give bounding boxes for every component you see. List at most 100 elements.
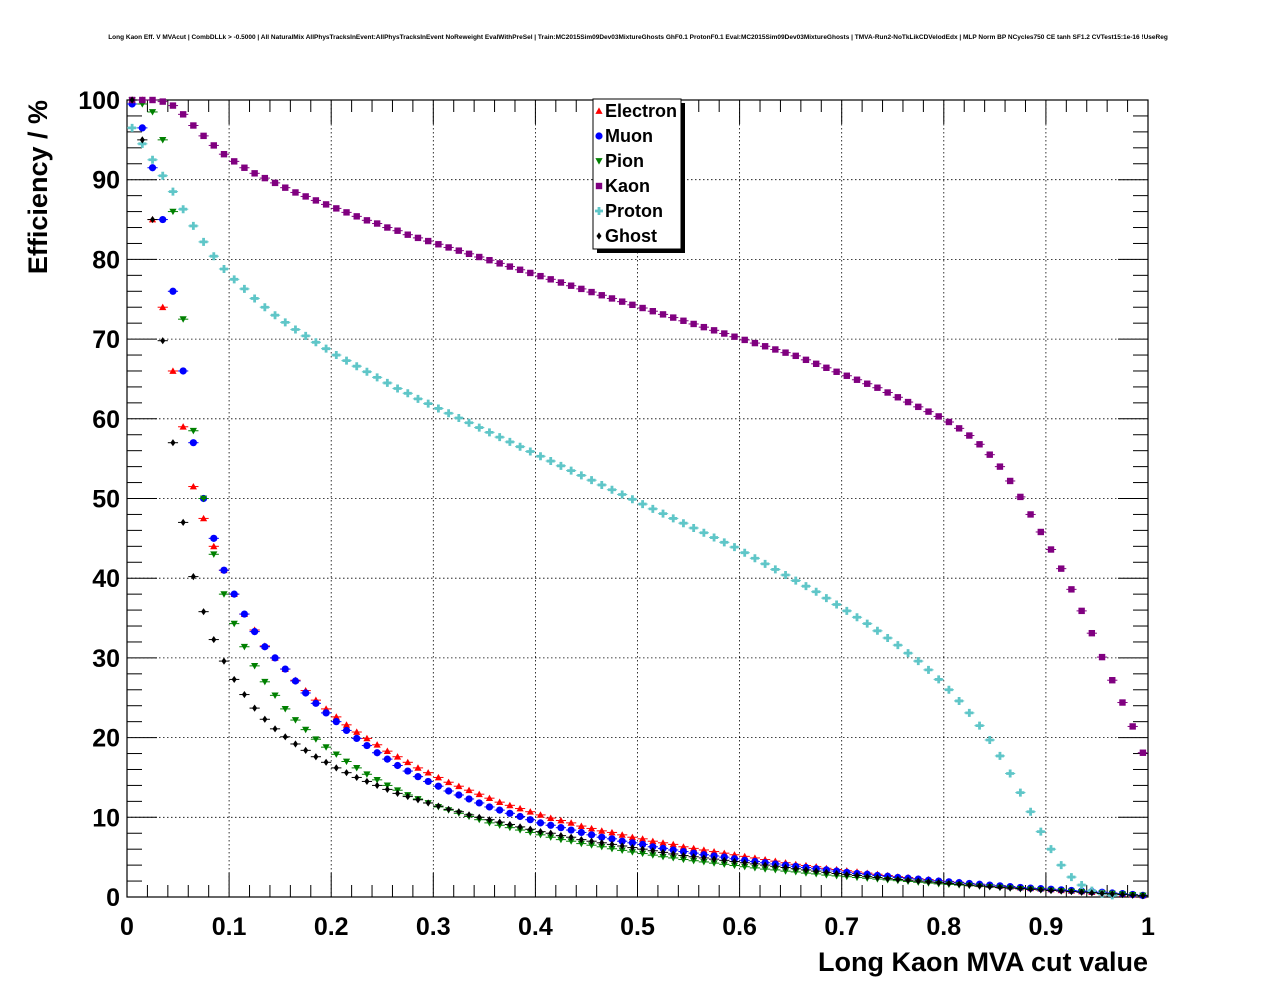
marker [783,863,789,872]
data-point-ghost [780,863,791,872]
data-point-muon [372,749,383,757]
marker [505,437,514,446]
marker [199,495,208,503]
y-axis-title: Efficiency / % [23,100,53,274]
x-tick-label: 0.7 [824,913,859,941]
marker [730,862,739,870]
data-point-electron [402,758,413,766]
marker [1088,629,1096,637]
marker [169,287,177,295]
data-point-ghost [1056,887,1067,895]
marker [618,847,626,854]
data-point-ghost [647,847,658,855]
data-point-ghost [954,880,965,888]
data-point-pion [259,678,270,686]
marker [313,753,319,761]
data-point-ghost [290,740,301,748]
data-point-muon [627,839,638,847]
marker [925,878,932,886]
data-point-proton [637,500,648,509]
marker [701,854,707,862]
data-point-ghost [892,875,903,884]
data-point-kaon [188,122,199,129]
data-point-ghost [1117,891,1128,899]
data-point-kaon [412,234,424,242]
marker [373,749,381,757]
data-point-kaon [760,343,771,350]
marker [189,482,197,490]
data-point-ghost [1066,887,1077,896]
legend-entry-kaon: Kaon [595,176,650,196]
data-point-kaon [331,205,342,212]
marker [353,728,361,735]
data-point-muon [617,837,628,845]
data-point-proton [320,344,332,353]
data-point-pion [668,855,679,862]
data-point-electron [678,843,689,850]
data-point-pion [657,853,669,861]
marker [567,838,575,845]
data-point-kaon [596,292,607,299]
marker [659,839,667,846]
marker [230,590,238,598]
marker [373,741,381,748]
marker [160,337,166,345]
data-point-proton [933,675,944,684]
marker [403,389,412,398]
marker [292,189,299,196]
data-point-muon [606,835,618,843]
data-point-proton [208,252,219,261]
marker [976,441,983,448]
data-point-electron [208,542,219,550]
marker [404,767,412,775]
marker [997,883,1003,891]
marker [190,122,197,129]
marker [995,751,1004,760]
marker [394,227,401,234]
marker [138,124,146,132]
data-point-ghost [208,635,219,644]
data-point-proton [484,428,495,437]
marker [373,776,381,784]
marker [608,845,616,853]
data-point-proton [269,311,281,320]
marker [139,96,146,104]
data-points [127,96,1148,900]
marker [537,272,544,280]
data-point-proton [617,490,628,499]
data-point-muon [167,287,179,295]
data-point-kaon [555,279,567,286]
marker [905,876,911,884]
data-point-pion [249,662,260,670]
marker [354,773,360,782]
marker [823,364,830,371]
data-point-ghost [351,773,362,782]
marker [761,343,769,350]
marker [946,879,952,888]
data-point-ghost [423,799,434,807]
data-point-kaon [821,364,832,371]
data-point-kaon [964,432,975,439]
marker [292,740,298,748]
marker [435,802,441,810]
marker [710,860,718,867]
legend-marker [595,182,603,190]
marker [1140,892,1146,900]
marker [240,610,249,618]
data-point-muon [310,699,321,707]
marker [649,852,657,859]
data-point-kaon [994,463,1006,470]
marker [1130,891,1136,899]
data-point-muon [320,709,332,717]
data-point-kaon [351,213,362,220]
data-point-electron [525,808,536,815]
data-point-pion [310,736,321,743]
data-point-pion [760,866,771,873]
marker [497,818,503,826]
marker [252,704,258,712]
data-point-kaon [269,179,281,187]
marker [516,804,524,812]
data-point-electron [412,764,424,771]
marker [211,635,217,644]
data-point-ghost [1005,884,1016,892]
